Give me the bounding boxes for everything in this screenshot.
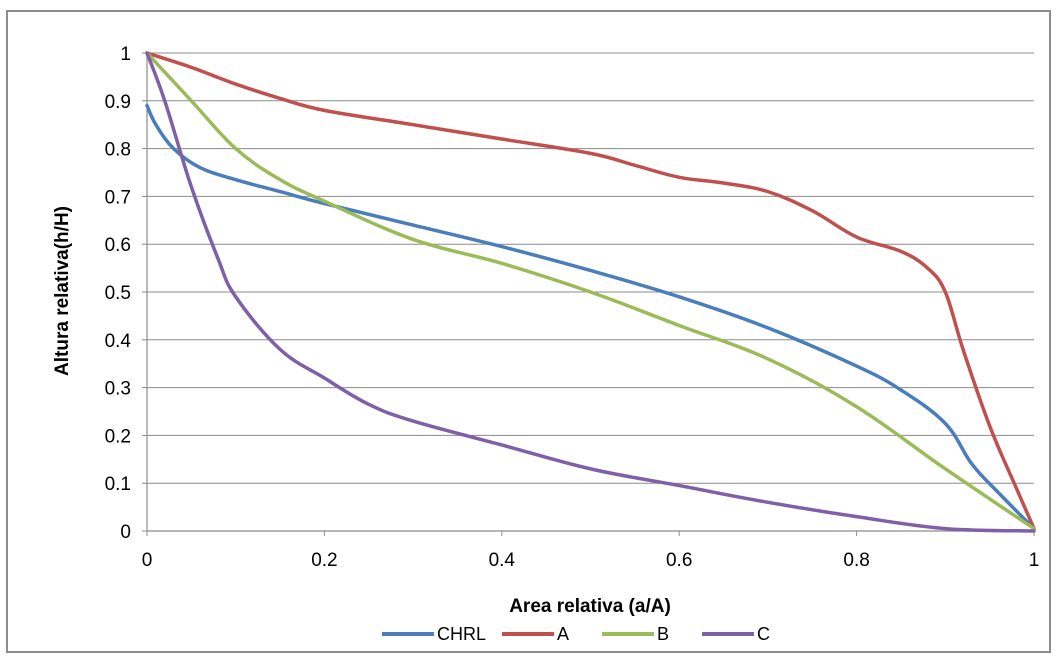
gridlines (147, 52, 1034, 484)
series-line-chrl (145, 103, 1036, 531)
y-tick-label: 0.2 (105, 426, 131, 447)
y-tick-label: 0.9 (105, 92, 131, 113)
x-tick-label: 0.4 (489, 550, 516, 571)
series-line-a (145, 51, 1036, 531)
y-tick-label: 0.8 (105, 140, 131, 161)
y-tick-label: 0 (120, 522, 131, 543)
y-tick-label: 1 (120, 44, 131, 65)
x-tick-label: 0 (142, 550, 153, 571)
axes (142, 52, 1035, 536)
chart-frame (6, 10, 1051, 653)
y-tick-label: 0.3 (105, 379, 131, 400)
legend-label-c: C (757, 624, 770, 644)
legend-label-b: B (657, 624, 669, 644)
x-tick-label: 0.8 (843, 550, 869, 571)
x-tick-label: 1 (1029, 550, 1040, 571)
y-tick-label: 0.1 (105, 474, 131, 495)
y-tick-label: 0.5 (105, 283, 131, 304)
y-tick-label: 0.7 (105, 187, 131, 208)
series-line-c (145, 51, 1036, 533)
y-tick-label: 0.6 (105, 235, 131, 256)
legend-label-chrl: CHRL (437, 624, 486, 644)
y-tick-label: 0.4 (105, 331, 132, 352)
legend: CHRL A B C (382, 624, 770, 644)
legend-label-a: A (557, 624, 569, 644)
tick-labels: 0 0.1 0.2 0.3 0.4 0.5 0.6 0.7 0.8 0.9 1 0 0.2 0.4 0.6 0… (105, 44, 1040, 571)
x-axis-title: Area relativa (a/A) (509, 596, 671, 617)
x-tick-label: 0.2 (311, 550, 337, 571)
series-line-b (145, 51, 1036, 531)
y-axis-title: Altura relativa(h/H) (52, 206, 73, 376)
x-tick-label: 0.6 (666, 550, 692, 571)
series-lines (145, 51, 1036, 533)
